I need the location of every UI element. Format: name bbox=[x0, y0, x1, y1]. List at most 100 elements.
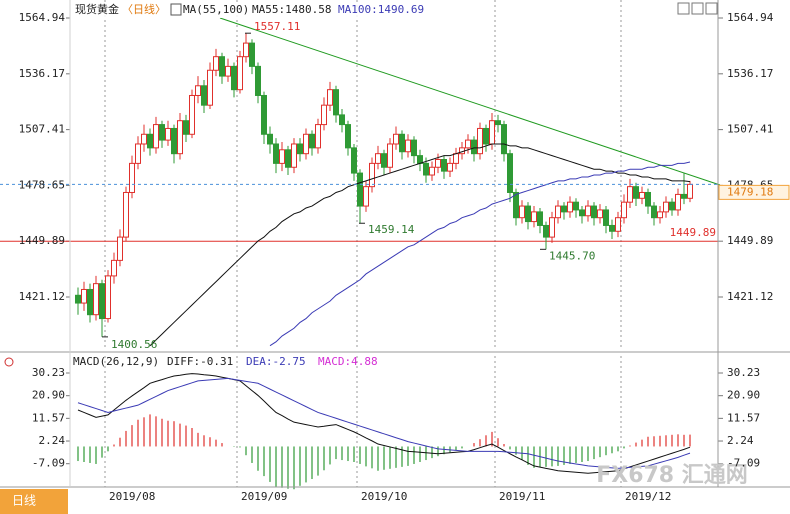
candle-body bbox=[579, 209, 585, 217]
candle-body bbox=[537, 211, 543, 226]
candle-body bbox=[483, 127, 489, 145]
candle-body bbox=[339, 114, 345, 126]
indicator-line bbox=[77, 373, 691, 474]
y-tick-label: 1449.89 bbox=[727, 234, 773, 247]
y-tick-label: 1507.41 bbox=[19, 123, 65, 136]
y-tick-label: 1564.94 bbox=[19, 11, 66, 24]
legend-ma55: MA55:1480.58 bbox=[252, 3, 331, 16]
indicator-icon[interactable] bbox=[170, 3, 182, 16]
candle-body bbox=[171, 127, 177, 155]
annotation-label: 1400.56 bbox=[111, 338, 157, 351]
candle-body bbox=[369, 162, 375, 188]
candle-body bbox=[489, 120, 495, 145]
macd-icon[interactable] bbox=[4, 357, 14, 367]
control-button[interactable] bbox=[691, 2, 704, 15]
candle-body bbox=[345, 124, 351, 149]
candle-body bbox=[591, 205, 597, 219]
candle-body bbox=[567, 201, 573, 213]
candle-body bbox=[405, 139, 411, 153]
candle-body bbox=[651, 205, 657, 219]
candle-body bbox=[573, 201, 579, 211]
chart-title: 现货黄金 bbox=[75, 2, 119, 16]
candle-body bbox=[309, 133, 315, 149]
x-tick-label: 2019/08 bbox=[109, 490, 155, 503]
y-tick-label: 11.57 bbox=[32, 411, 65, 424]
chart-subtitle: 〈日线〉 bbox=[122, 2, 166, 16]
y-tick-label: 1564.94 bbox=[727, 11, 774, 24]
watermark: FX678 汇通网 bbox=[596, 463, 748, 488]
candle-body bbox=[117, 236, 123, 261]
x-tick-label: 2019/12 bbox=[625, 490, 671, 503]
candle-body bbox=[135, 143, 141, 164]
candle-body bbox=[99, 283, 105, 320]
candle-body bbox=[435, 159, 441, 168]
candle-body bbox=[633, 186, 639, 199]
candle-body bbox=[207, 69, 213, 106]
candle-body bbox=[255, 65, 261, 96]
candle-body bbox=[519, 205, 525, 219]
candle-body bbox=[153, 124, 159, 149]
indicator-line bbox=[77, 377, 691, 469]
candle-body bbox=[105, 275, 111, 320]
candle-body bbox=[249, 42, 255, 67]
y-tick-label: 30.23 bbox=[727, 366, 760, 379]
candle-body bbox=[219, 56, 225, 77]
candle-body bbox=[81, 288, 87, 304]
y-tick-label: 1536.17 bbox=[727, 67, 773, 80]
candle-body bbox=[603, 209, 609, 226]
candle-body bbox=[303, 133, 309, 155]
y-tick-label: 1449.89 bbox=[19, 234, 65, 247]
candle-body bbox=[393, 133, 399, 145]
control-button[interactable] bbox=[677, 2, 690, 15]
current-price-label: 1479.18 bbox=[727, 185, 773, 198]
candle-body bbox=[333, 89, 339, 116]
candle-body bbox=[111, 259, 117, 277]
window-controls bbox=[677, 2, 718, 15]
candle-body bbox=[225, 65, 231, 77]
candle-body bbox=[363, 186, 369, 207]
candle-body bbox=[351, 147, 357, 174]
y-tick-label: 1478.65 bbox=[19, 178, 65, 191]
y-tick-label: 30.23 bbox=[32, 366, 65, 379]
candle-body bbox=[291, 143, 297, 168]
control-button[interactable] bbox=[705, 2, 718, 15]
candle-body bbox=[555, 205, 561, 219]
legend-ma100: MA100:1490.69 bbox=[338, 3, 424, 16]
y-tick-label: -7.09 bbox=[32, 457, 65, 470]
y-tick-label: 2.24 bbox=[727, 434, 754, 447]
candle-body bbox=[75, 294, 81, 304]
candle-body bbox=[165, 127, 171, 141]
candle-body bbox=[357, 172, 363, 207]
y-tick-label: 20.90 bbox=[32, 389, 65, 402]
y-tick-label: 1421.12 bbox=[727, 290, 773, 303]
candle-body bbox=[123, 191, 129, 238]
candle-body bbox=[501, 124, 507, 155]
candle-body bbox=[465, 139, 471, 149]
legend-dea: DEA:-2.75 bbox=[246, 355, 306, 368]
tab-bg[interactable] bbox=[0, 489, 68, 514]
candle-body bbox=[267, 133, 273, 145]
candle-body bbox=[87, 288, 93, 316]
candle-body bbox=[327, 89, 333, 106]
candle-body bbox=[597, 209, 603, 219]
candle-body bbox=[423, 162, 429, 176]
candle-body bbox=[561, 205, 567, 213]
candle-body bbox=[639, 191, 645, 199]
candle-body bbox=[159, 124, 165, 141]
candle-body bbox=[375, 153, 381, 164]
candle-body bbox=[183, 120, 189, 135]
candle-body bbox=[477, 127, 483, 155]
candle-body bbox=[687, 183, 693, 199]
candle-body bbox=[663, 201, 669, 213]
candle-body bbox=[147, 133, 153, 149]
candle-body bbox=[261, 94, 267, 135]
legend-diff: DIFF:-0.31 bbox=[167, 355, 233, 368]
support-label: 1449.89 bbox=[670, 226, 716, 239]
y-tick-label: 1421.12 bbox=[19, 290, 65, 303]
tab-label[interactable]: 日线 bbox=[12, 494, 36, 508]
candle-body bbox=[201, 85, 207, 106]
indicator-name: MA(55,100) bbox=[183, 3, 249, 16]
indicator-line bbox=[149, 143, 691, 347]
candle-body bbox=[381, 153, 387, 168]
